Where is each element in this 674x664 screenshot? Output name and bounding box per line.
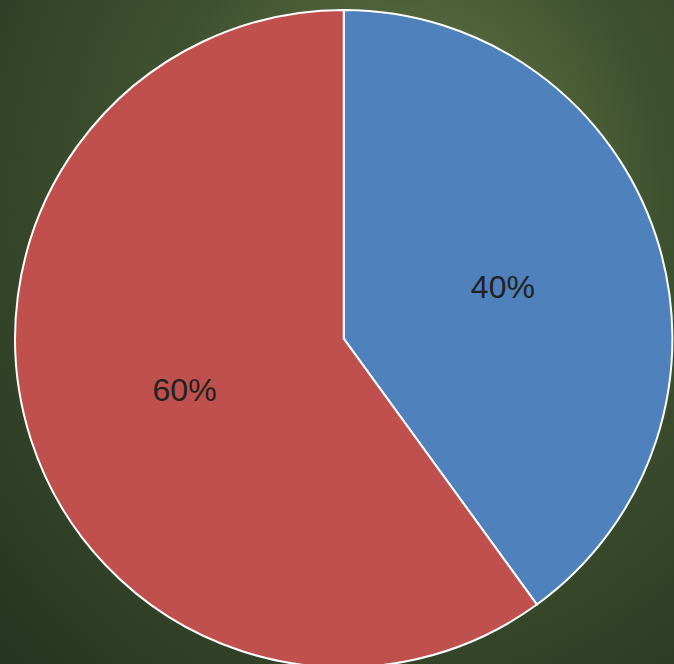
svg-text:40%: 40%	[471, 269, 535, 305]
svg-text:60%: 60%	[153, 372, 217, 408]
